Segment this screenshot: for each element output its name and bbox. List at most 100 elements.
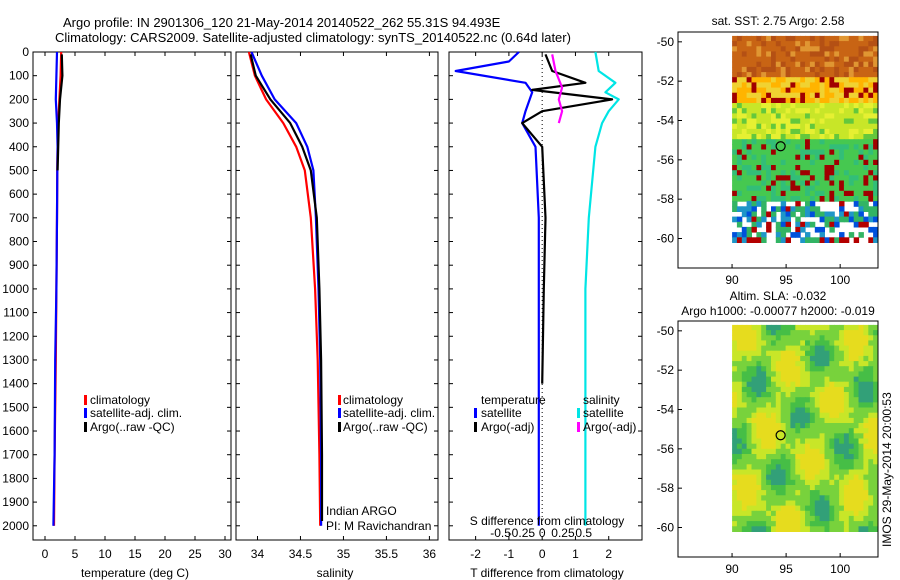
sst_map-cell	[736, 66, 743, 73]
sla_map-cell	[736, 515, 743, 522]
sla_map-cell	[766, 495, 772, 501]
sla_map-cell	[741, 515, 748, 522]
sla_map-cell	[834, 505, 840, 512]
sst_map-cell	[829, 185, 835, 192]
sla_map-cell	[771, 412, 777, 419]
sla_map-cell	[766, 433, 772, 439]
sst_map-cell	[829, 82, 835, 89]
sst_map-cell	[746, 123, 752, 130]
sst_map-cell	[771, 149, 777, 156]
sst_map-cell	[780, 72, 787, 78]
sst_map-cell	[834, 154, 840, 161]
sla_map-cell	[771, 397, 777, 403]
sla_map-cell	[761, 350, 767, 357]
sla_map-cell	[795, 490, 801, 496]
sla_map-cell	[814, 526, 821, 532]
sst_map-cell	[863, 170, 869, 176]
sla_map-cell	[736, 412, 743, 419]
sst_map-cell	[766, 190, 772, 197]
sla_map-cell	[775, 402, 782, 409]
sst_map-cell	[795, 201, 801, 207]
sla_map-cell	[766, 392, 772, 398]
sst_map-cell	[858, 149, 864, 156]
sst_map-cell	[863, 175, 869, 181]
sst_map-cell	[771, 113, 777, 120]
sst_map-cell	[785, 144, 791, 150]
sst_map-cell	[780, 206, 787, 212]
sla_map-cell	[839, 500, 845, 507]
sla_map-cell	[858, 485, 864, 491]
sla_map-cell	[756, 474, 762, 481]
sst_map-cell	[761, 232, 767, 238]
sst_map-cell	[805, 77, 811, 83]
sla_map-cell	[814, 361, 821, 367]
sst_map-cell	[843, 87, 850, 94]
sla_map-cell	[843, 366, 850, 372]
sst_map-cell	[746, 128, 752, 135]
sla_map-cell	[785, 495, 791, 501]
sst_map-cell	[824, 190, 830, 197]
sst_map-cell	[819, 128, 825, 135]
sst_map-cell	[853, 66, 860, 73]
sla_map-cell	[814, 412, 821, 419]
sst_map-cell	[853, 118, 860, 125]
sst_map-cell	[746, 154, 752, 161]
sla_map-cell	[751, 381, 757, 388]
sla_map-cell	[751, 438, 757, 445]
sla_map-cell	[848, 490, 855, 496]
sst_map-cell	[785, 149, 791, 156]
sst_map-cell	[780, 149, 787, 156]
sst_map-cell	[746, 113, 752, 120]
difference-axes-frame	[448, 51, 643, 541]
sla_map-cell	[824, 402, 830, 409]
sst_map-cell	[800, 61, 806, 68]
sst_map-cell	[741, 149, 748, 156]
sst_map-cell	[863, 123, 869, 130]
sst_map-cell	[824, 144, 830, 150]
sla_map-cell	[790, 330, 796, 336]
sla_map-cell	[756, 392, 762, 398]
sst_map-cell	[790, 144, 796, 150]
sst_map-cell	[829, 165, 835, 171]
sla_map-cell	[756, 464, 762, 470]
sla_map-cell	[761, 397, 767, 403]
depth-tick-label: 2000	[2, 519, 29, 533]
sst_map-cell	[790, 46, 796, 52]
sst_map-cell	[843, 77, 850, 83]
sst_map-cell	[766, 165, 772, 171]
sla_map-cell	[829, 324, 835, 331]
sst_map-cell	[785, 77, 791, 83]
sla_map-cell	[766, 469, 772, 476]
sla_map-cell	[839, 459, 845, 465]
sla_map-cell	[843, 433, 850, 439]
sla_map-cell	[829, 407, 835, 414]
sst_map-cell	[761, 211, 767, 218]
sla_map-cell	[843, 428, 850, 434]
sst_map-cell	[848, 66, 855, 73]
sla_map-cell	[834, 340, 840, 347]
sla_map-cell	[766, 330, 772, 336]
sla_map-cell	[814, 340, 821, 347]
sla_map-cell	[736, 448, 743, 455]
sla_map-cell	[819, 350, 825, 357]
sst_map-cell	[746, 185, 752, 192]
sla_map-cell	[819, 402, 825, 409]
sla_map-cell	[785, 392, 791, 398]
sst_map-cell	[873, 226, 879, 233]
sst_map-cell	[780, 82, 787, 89]
sla_map-cell	[736, 402, 743, 409]
sla_map-cell	[756, 330, 762, 336]
sla_map-cell	[839, 485, 845, 491]
sla_map-cell	[863, 443, 869, 450]
sst_map-cell	[843, 56, 850, 63]
sst_map-cell	[809, 139, 816, 145]
sla_map-cell	[766, 350, 772, 357]
sst_map-cell	[775, 118, 782, 125]
sst_map-cell	[746, 237, 752, 243]
sla_map-cell	[756, 361, 762, 367]
sst_map-frame	[677, 31, 879, 269]
sla_map-cell	[800, 371, 806, 378]
sst_map-cell	[751, 123, 757, 130]
sla_map-cell	[790, 495, 796, 501]
